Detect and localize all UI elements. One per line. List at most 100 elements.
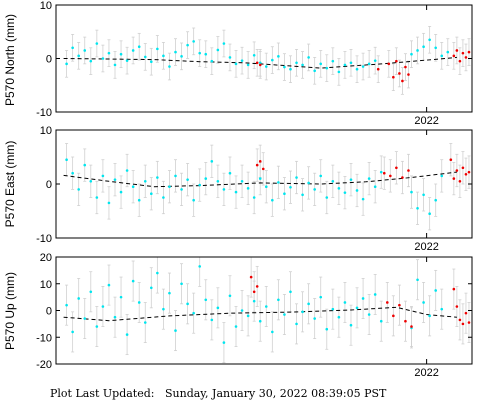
data-point bbox=[361, 297, 365, 300]
plot-area bbox=[63, 257, 471, 364]
data-point-recent bbox=[255, 285, 259, 288]
data-point bbox=[222, 188, 226, 191]
data-point bbox=[331, 180, 335, 183]
data-point bbox=[77, 297, 80, 300]
data-point-recent bbox=[461, 166, 465, 170]
data-point-recent bbox=[464, 56, 468, 59]
trend-line bbox=[63, 306, 457, 322]
data-point bbox=[192, 40, 195, 43]
data-point bbox=[113, 63, 117, 67]
data-point bbox=[307, 181, 310, 185]
data-point bbox=[125, 59, 129, 62]
data-point bbox=[379, 319, 383, 323]
data-point bbox=[143, 321, 147, 324]
data-point-recent bbox=[395, 166, 398, 170]
data-point bbox=[367, 62, 371, 66]
data-point bbox=[416, 207, 419, 210]
trend-line bbox=[63, 56, 457, 69]
panel-3: -20 -10 0 10 20 2022 P570 Up (mm) bbox=[3, 252, 473, 379]
data-point-recent bbox=[401, 79, 404, 83]
data-point-recent bbox=[392, 75, 395, 79]
data-point bbox=[125, 169, 129, 172]
data-point bbox=[258, 319, 262, 323]
data-point bbox=[113, 315, 117, 319]
data-point bbox=[283, 65, 286, 69]
data-point bbox=[277, 298, 280, 302]
data-point bbox=[192, 198, 195, 202]
data-point bbox=[337, 70, 341, 74]
data-point bbox=[228, 171, 232, 175]
y-tick-label: 10 bbox=[40, 0, 52, 12]
data-point bbox=[107, 201, 111, 205]
data-point bbox=[361, 197, 365, 201]
data-point bbox=[119, 295, 123, 299]
data-point bbox=[422, 45, 425, 49]
data-point-recent bbox=[395, 59, 398, 63]
data-point bbox=[367, 313, 371, 316]
y-tick-label: 0 bbox=[46, 179, 52, 191]
data-point bbox=[313, 317, 316, 320]
data-point bbox=[83, 317, 87, 320]
data-point bbox=[210, 160, 214, 163]
data-point bbox=[271, 198, 274, 202]
data-point-recent bbox=[404, 319, 407, 323]
data-point bbox=[198, 183, 202, 187]
data-point bbox=[325, 327, 329, 331]
data-point bbox=[367, 177, 371, 180]
data-point bbox=[156, 47, 159, 51]
data-point bbox=[343, 301, 347, 304]
data-point bbox=[440, 54, 444, 58]
data-point-recent bbox=[464, 311, 468, 315]
data-point-recent bbox=[252, 290, 256, 294]
data-point bbox=[422, 193, 425, 197]
data-point bbox=[361, 65, 365, 68]
data-point bbox=[379, 170, 383, 174]
data-point-recent bbox=[461, 51, 465, 55]
data-point-recent bbox=[467, 321, 471, 324]
data-point bbox=[271, 58, 274, 62]
data-point bbox=[246, 314, 250, 318]
data-point-recent bbox=[464, 172, 468, 176]
data-point bbox=[271, 330, 274, 334]
data-point bbox=[440, 307, 444, 311]
data-point bbox=[319, 174, 323, 178]
data-point bbox=[434, 198, 437, 202]
data-point-recent bbox=[255, 163, 259, 167]
data-point bbox=[174, 50, 177, 54]
data-point bbox=[95, 196, 99, 199]
plot-frame bbox=[55, 129, 473, 239]
data-point bbox=[204, 177, 208, 180]
data-point bbox=[198, 265, 202, 268]
data-point bbox=[156, 176, 159, 179]
data-point bbox=[65, 62, 68, 66]
data-point-recent bbox=[449, 158, 453, 161]
data-point bbox=[446, 50, 450, 54]
panel-2: -10 0 10 2022 P570 East (mm) bbox=[3, 125, 473, 253]
data-point bbox=[107, 283, 111, 287]
data-point bbox=[313, 188, 316, 191]
data-point bbox=[373, 293, 377, 296]
data-point bbox=[168, 291, 171, 295]
data-point bbox=[289, 290, 292, 294]
data-point bbox=[204, 298, 208, 302]
data-point bbox=[71, 171, 74, 175]
y-axis-label: P570 North (mm) bbox=[3, 14, 17, 106]
data-point-recent bbox=[385, 301, 389, 304]
data-point bbox=[349, 61, 353, 65]
data-point bbox=[337, 315, 341, 319]
y-tick-label: 0 bbox=[46, 54, 52, 66]
data-point bbox=[210, 318, 214, 322]
data-point bbox=[301, 310, 304, 314]
data-point bbox=[234, 325, 238, 328]
panel-1: -10 0 10 2022 P570 North (mm) bbox=[3, 0, 473, 127]
data-point-recent bbox=[404, 65, 407, 69]
data-point bbox=[222, 341, 226, 344]
data-point-recent bbox=[398, 72, 401, 75]
data-point bbox=[440, 174, 444, 178]
data-point bbox=[186, 178, 189, 181]
plot-area bbox=[63, 25, 471, 95]
data-point bbox=[428, 314, 431, 318]
data-point-recent bbox=[455, 305, 459, 308]
data-point bbox=[77, 54, 80, 58]
data-point-recent bbox=[389, 174, 392, 178]
